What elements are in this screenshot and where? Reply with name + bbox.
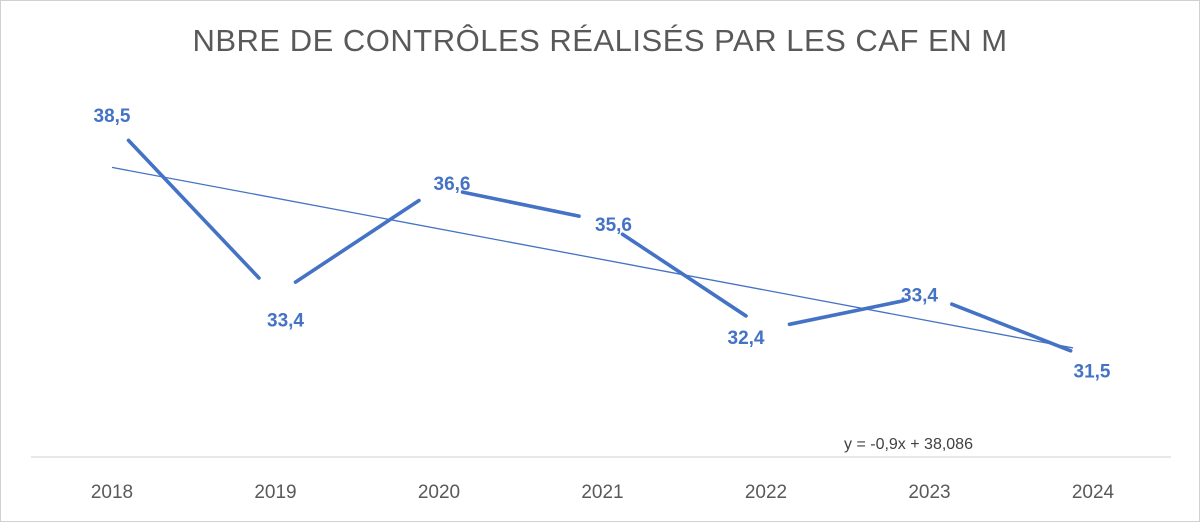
- series-line-segment: [620, 232, 748, 318]
- x-tick-label: 2021: [581, 482, 623, 503]
- series-line-segment: [460, 190, 581, 218]
- x-tick-label: 2020: [418, 482, 460, 503]
- series-line-segment: [950, 302, 1073, 353]
- data-label: 35,6: [595, 215, 632, 236]
- x-tick-label: 2024: [1072, 482, 1115, 503]
- chart-title: NBRE DE CONTRÔLES RÉALISÉS PAR LES CAF E…: [192, 23, 1008, 58]
- trendline-equation: y = -0,9x + 38,086: [844, 436, 973, 453]
- trendline: [111, 166, 1074, 349]
- x-tick-label: 2019: [254, 482, 296, 503]
- data-label: 36,6: [434, 174, 471, 195]
- series-line-segment: [787, 298, 908, 327]
- series-line-segment: [126, 138, 261, 280]
- x-tick-label: 2018: [91, 482, 133, 503]
- x-tick-label: 2022: [745, 482, 787, 503]
- series-line-segment: [293, 198, 421, 284]
- data-label: 31,5: [1074, 362, 1111, 383]
- data-label: 38,5: [94, 106, 131, 127]
- x-tick-label: 2023: [908, 482, 950, 503]
- data-label: 33,4: [901, 285, 938, 306]
- data-label: 33,4: [267, 310, 304, 331]
- data-label: 32,4: [728, 328, 765, 349]
